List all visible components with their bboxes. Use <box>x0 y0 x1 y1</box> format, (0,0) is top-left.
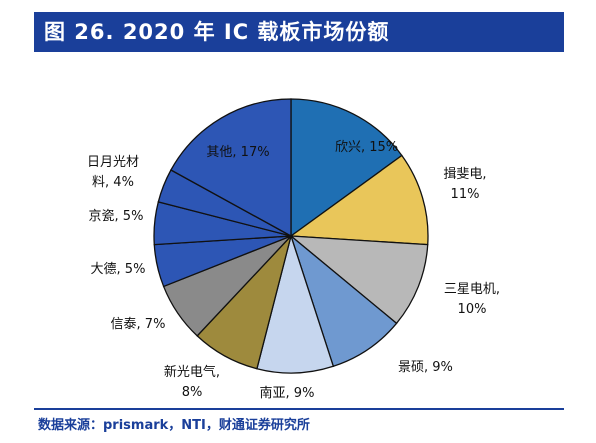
footer-divider <box>34 408 564 410</box>
pie-slice-11 <box>170 98 292 238</box>
pie-slices <box>153 98 429 374</box>
slice-label-9: 京瓷, 5% <box>89 209 144 224</box>
slice-label-11: 其他, 17% <box>206 145 269 160</box>
pie-chart: 欣兴, 15% 揖斐电, 11% 三星电机, 10% 景硕, 9% 南亚, 9% 新光电气, 8… <box>87 98 500 401</box>
pie-slice-2 <box>289 154 429 246</box>
chart-title: 图 26. 2020 年 IC 载板市场份额 <box>34 12 564 52</box>
slice-label-7: 信泰, 7% <box>111 317 166 332</box>
slice-label-4: 景硕, 9% <box>398 360 453 375</box>
pie-slice-1 <box>290 98 403 238</box>
pie-slice-3 <box>289 235 429 325</box>
slice-label-5: 南亚, 9% <box>260 385 315 401</box>
slice-label-2: 揖斐电, 11% <box>443 167 486 202</box>
slice-label-8: 大德, 5% <box>91 262 146 277</box>
source-note: 数据来源：prismark，NTI，财通证券研究所 <box>38 418 310 433</box>
slice-label-10: 日月光材料, 4% <box>87 155 139 190</box>
pie-labels: 欣兴, 15% 揖斐电, 11% 三星电机, 10% 景硕, 9% 南亚, 9% 新光电气, 8… <box>87 140 500 401</box>
slice-label-6: 新光电气, 8% <box>164 364 220 400</box>
slice-label-1: 欣兴, 15% <box>335 140 398 155</box>
slice-label-3: 三星电机, 10% <box>444 282 500 317</box>
